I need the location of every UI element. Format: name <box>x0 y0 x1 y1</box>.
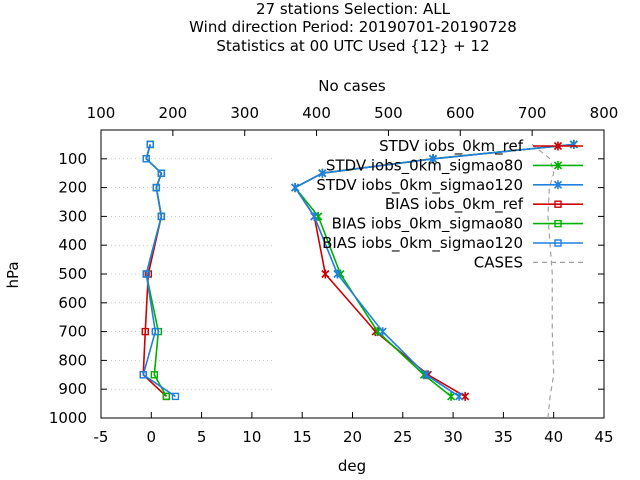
data-point-marker <box>142 270 150 278</box>
series-lines <box>139 139 578 419</box>
data-point-marker <box>378 327 387 337</box>
data-point-marker <box>554 219 562 228</box>
axis-ticks: -5 0 5 10 15 20 25 30 35 40 45 100 200 300 400 500 600 70… <box>49 104 619 446</box>
legend-label: CASES <box>474 253 523 271</box>
y-tick-label: 300 <box>58 207 87 225</box>
data-point-marker <box>151 327 160 336</box>
legend-label: STDV iobs_0km_ref <box>379 137 524 156</box>
x-tick-label: -5 <box>94 428 109 446</box>
data-point-marker <box>553 180 563 190</box>
y-tick-label: 100 <box>58 150 87 168</box>
x-tick-label: 45 <box>594 428 613 446</box>
data-point-marker <box>162 392 171 401</box>
x2-tick-label: 700 <box>518 104 547 122</box>
x-tick-label: 30 <box>444 428 463 446</box>
x2-tick-label: 300 <box>230 104 259 122</box>
x-axis-label: deg <box>338 457 366 475</box>
data-point-marker <box>428 154 438 164</box>
y-tick-label: 600 <box>58 294 87 312</box>
data-point-marker <box>554 200 562 208</box>
legend-label: STDV iobs_0km_sigmao80 <box>326 156 523 175</box>
x2-tick-label: 600 <box>446 104 475 122</box>
data-point-marker <box>291 183 300 193</box>
x-tick-label: 40 <box>544 428 563 446</box>
x-tick-label: 20 <box>343 428 362 446</box>
y-tick-label: 1000 <box>49 409 87 427</box>
data-point-marker <box>553 141 563 151</box>
x-tick-label: 5 <box>197 428 207 446</box>
chart-title-line-1: 27 stations Selection: ALL <box>256 0 451 18</box>
y-tick-label: 800 <box>58 351 87 369</box>
x2-tick-label: 200 <box>159 104 188 122</box>
x-tick-label: 25 <box>393 428 412 446</box>
data-point-marker <box>152 183 161 192</box>
data-point-marker <box>318 168 327 178</box>
series-line <box>142 144 176 398</box>
data-point-marker <box>146 140 154 149</box>
y-tick-label: 700 <box>58 323 87 341</box>
chart-title-line-3: Statistics at 00 UTC Used {12} + 12 <box>216 37 489 55</box>
y-tick-label: 400 <box>58 236 87 254</box>
y-tick-label: 500 <box>58 265 87 283</box>
y-tick-label: 200 <box>58 179 87 197</box>
data-point-marker <box>157 212 166 221</box>
chart-title-line-2: Wind direction Period: 20190701-20190728 <box>189 18 517 36</box>
legend-label: BIAS iobs_0km_sigmao120 <box>322 234 523 253</box>
data-point-marker <box>157 169 166 177</box>
x-tick-label: 0 <box>147 428 157 446</box>
data-point-marker <box>553 160 563 170</box>
data-point-marker <box>447 391 456 401</box>
y-tick-label: 900 <box>58 380 87 398</box>
legend-label: BIAS iobs_0km_sigmao80 <box>332 215 523 234</box>
data-point-marker <box>461 391 470 401</box>
data-point-marker <box>455 391 464 401</box>
data-point-marker <box>310 211 319 221</box>
data-point-marker <box>142 155 150 163</box>
data-point-marker <box>554 239 562 247</box>
data-point-marker <box>171 392 180 401</box>
x2-axis-label: No cases <box>318 77 386 95</box>
x-tick-label: 35 <box>494 428 513 446</box>
y-axis-label: hPa <box>4 261 22 288</box>
series-2 <box>291 139 578 401</box>
data-point-marker <box>150 371 159 379</box>
x-tick-label: 10 <box>242 428 261 446</box>
data-point-marker <box>141 327 149 336</box>
x2-tick-label: 100 <box>87 104 116 122</box>
x-tick-label: 15 <box>293 428 312 446</box>
data-point-marker <box>321 269 330 279</box>
legend-label: BIAS iobs_0km_ref <box>385 195 524 214</box>
x2-tick-label: 800 <box>590 104 619 122</box>
data-point-marker <box>333 269 342 279</box>
x2-tick-label: 500 <box>374 104 403 122</box>
data-point-marker <box>139 371 147 379</box>
series-5 <box>139 140 180 401</box>
legend-label: STDV iobs_0km_sigmao120 <box>316 176 523 195</box>
data-point-marker <box>421 370 431 380</box>
x2-tick-label: 400 <box>302 104 331 122</box>
